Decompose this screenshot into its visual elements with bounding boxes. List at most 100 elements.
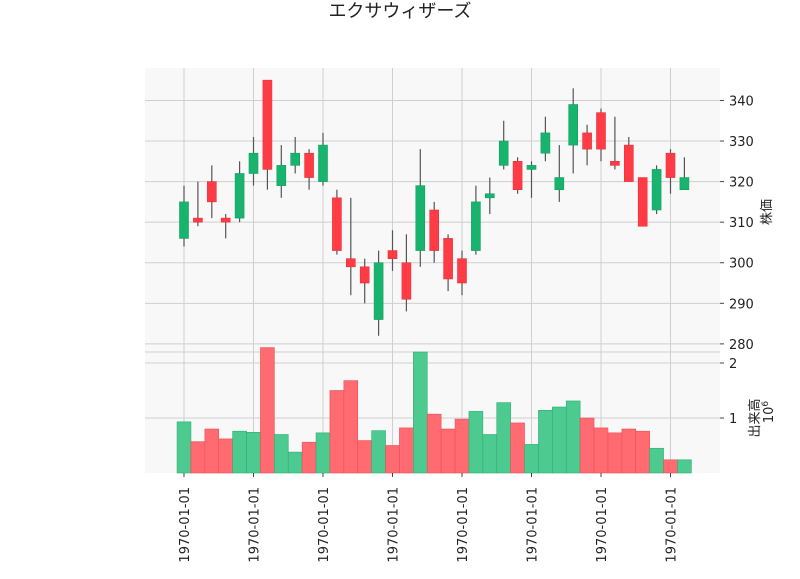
volume-bar [565, 400, 581, 474]
volume-bar [538, 409, 553, 474]
date-tick-label: 1970-01-01 [526, 487, 541, 563]
date-tick-label: 1970-01-01 [456, 487, 471, 563]
volume-bar [246, 431, 261, 474]
candle-body [651, 169, 662, 211]
candle-body [345, 258, 356, 268]
candle-body [540, 132, 551, 154]
price-tick-label: 340 [729, 94, 754, 109]
candle-body [582, 132, 592, 150]
candle-body [623, 144, 634, 182]
candle-body [457, 258, 467, 284]
candle-body [665, 152, 676, 178]
date-tick-label: 1970-01-01 [665, 487, 680, 563]
volume-bar [635, 430, 650, 474]
volume-bar [413, 351, 428, 474]
volume-bar [621, 428, 637, 474]
date-tick-label: 1970-01-01 [595, 487, 610, 563]
candle-body [262, 79, 273, 170]
candle-body [304, 152, 314, 178]
candle-body [387, 250, 398, 259]
volume-bar [260, 347, 275, 474]
volume-bar [357, 440, 372, 474]
volume-bar [454, 418, 470, 474]
volume-bar [579, 417, 595, 474]
volume-bar [287, 451, 303, 474]
volume-bar [190, 441, 206, 474]
candle-body [484, 193, 495, 199]
volume-tick-label: 1 [729, 412, 737, 427]
date-tick-label: 1970-01-01 [387, 487, 402, 563]
volume-bar [593, 427, 609, 474]
candle-body [373, 262, 384, 320]
volume-bar [607, 432, 623, 474]
volume-bar [204, 428, 220, 474]
candle-body [193, 217, 203, 223]
date-tick-label: 1970-01-01 [317, 487, 332, 563]
volume-bar [218, 438, 233, 474]
candle-body [610, 161, 620, 166]
candle-body [318, 144, 328, 182]
candle-body [234, 173, 245, 219]
volume-bar [232, 430, 247, 474]
candle-body [248, 152, 259, 174]
candle-body [359, 266, 370, 284]
price-tick-label: 290 [729, 297, 754, 312]
volume-bar [552, 406, 567, 474]
volume-bar [510, 422, 525, 474]
volume-bar [371, 430, 386, 474]
volume-bar [440, 428, 456, 474]
axes: 280 290 300 310 320 330 340 1 2 1970-01-01 1970-01… [178, 94, 754, 562]
volume-scale-label: 106 [761, 401, 777, 424]
volume-bar [399, 427, 414, 474]
volume-bar [426, 413, 442, 474]
candle-body [290, 152, 301, 166]
candle-body [401, 262, 412, 300]
candle-body [443, 238, 453, 280]
candle-body [568, 104, 579, 146]
candle-body [596, 112, 606, 150]
chart-title: エクサウィザーズ [328, 1, 471, 22]
volume-bar [385, 445, 400, 474]
price-axis-label: 株価 [760, 199, 775, 225]
volume-bar [274, 434, 289, 474]
candle-body [332, 197, 342, 251]
candle-body [512, 161, 523, 191]
candle-body [637, 177, 648, 227]
volume-tick-label: 2 [729, 357, 737, 372]
volume-bar [301, 441, 317, 474]
volume-bar [524, 444, 539, 474]
candle-body [179, 201, 189, 239]
volume-bar [329, 390, 345, 474]
volume-axis-label: 出来高 [747, 398, 763, 437]
candle-body [429, 209, 440, 251]
price-tick-label: 280 [729, 338, 754, 353]
candle-body [415, 185, 426, 251]
candles [179, 79, 690, 336]
candle-body [220, 217, 231, 223]
volume-bar [649, 447, 664, 474]
volume-bar [496, 402, 511, 474]
price-tick-label: 310 [729, 216, 754, 231]
volume-bar [677, 459, 692, 474]
date-tick-label: 1970-01-01 [248, 487, 263, 563]
volume-bars [176, 347, 692, 474]
candle-body [679, 177, 690, 191]
volume-bar [663, 459, 678, 474]
candle-body [207, 181, 217, 203]
candle-body [471, 201, 481, 251]
volume-bar [482, 434, 498, 474]
candle-body [526, 165, 537, 170]
price-tick-label: 300 [729, 257, 754, 272]
volume-bar [315, 432, 331, 474]
volume-bar [343, 380, 359, 474]
candle-body [498, 140, 509, 166]
candle-body [554, 177, 565, 191]
date-tick-label: 1970-01-01 [178, 487, 193, 563]
candle-body [276, 165, 287, 186]
volume-bar [468, 411, 484, 474]
volume-bar [176, 421, 192, 474]
price-tick-label: 330 [729, 135, 754, 150]
price-tick-label: 320 [729, 176, 754, 191]
